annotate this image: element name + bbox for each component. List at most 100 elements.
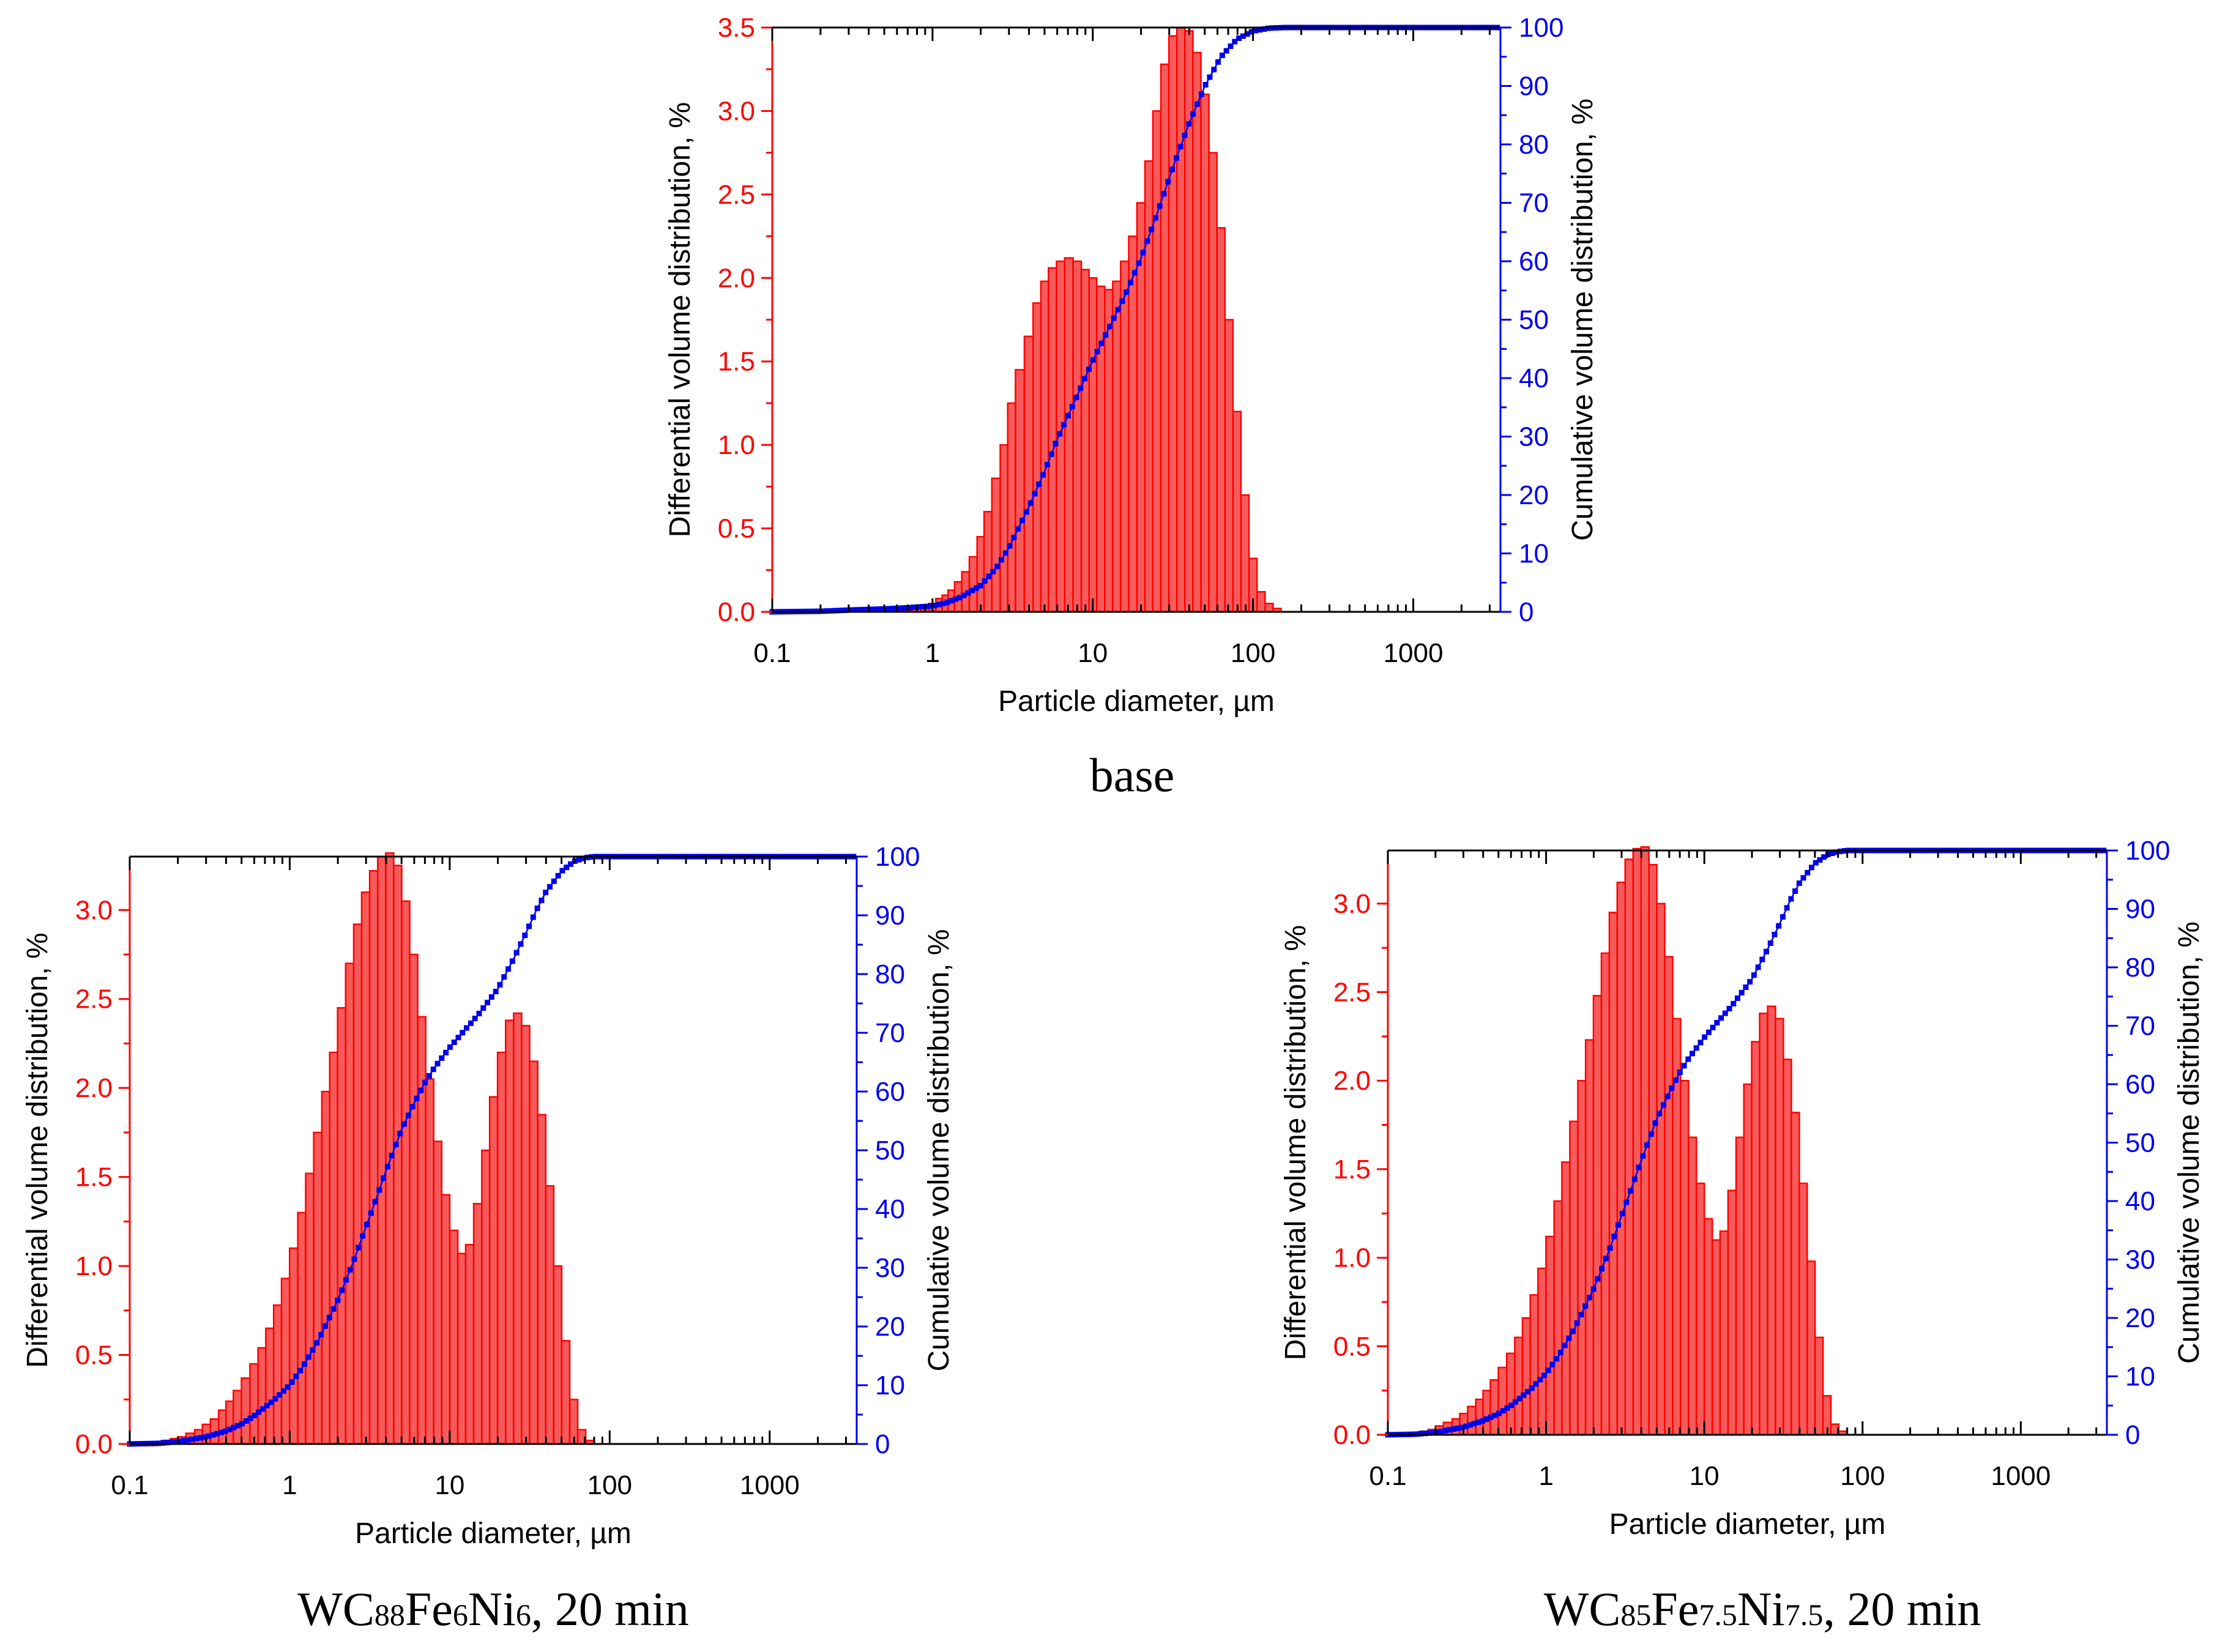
cumulative-marker-wc88-9 [164, 1440, 170, 1446]
bar-wc85-27 [1624, 858, 1634, 1436]
x-tick-label-wc88: 0.1 [111, 1470, 148, 1500]
cumulative-marker-wc85-27 [1496, 1410, 1502, 1416]
cumulative-marker-base-51 [982, 578, 988, 584]
cumulative-marker-wc85-79 [1710, 1024, 1716, 1030]
y2-tick-label-base: 30 [1519, 422, 1549, 452]
bar-wc85-11 [1497, 1366, 1508, 1436]
bar-wc85-40 [1727, 1189, 1737, 1436]
bar-wc88-10 [233, 1390, 242, 1445]
y2-tick-label-base: 40 [1519, 363, 1549, 393]
cumulative-marker-wc85-23 [1480, 1418, 1486, 1424]
cumulative-marker-base-54 [994, 564, 1001, 570]
cumulative-marker-wc85-94 [1772, 931, 1778, 937]
cumulative-marker-wc88-88 [493, 989, 499, 995]
cumulative-marker-base-19 [848, 607, 854, 613]
bar-base-23 [1032, 302, 1042, 613]
y-tick-label-wc88: 3.0 [75, 895, 113, 925]
bar-wc88-46 [521, 1025, 531, 1445]
cumulative-marker-base-64 [1036, 481, 1042, 487]
cumulative-marker-wc88-27 [239, 1421, 245, 1427]
bar-wc88-44 [505, 1019, 515, 1445]
bar-wc88-13 [257, 1347, 267, 1445]
cumulative-marker-base-108 [1219, 52, 1225, 58]
cumulative-marker-wc85-97 [1784, 905, 1790, 911]
cumulative-marker-base-92 [1152, 215, 1158, 221]
cumulative-marker-wc88-44 [310, 1347, 316, 1353]
cumulative-marker-wc88-49 [330, 1306, 337, 1312]
cumulative-marker-wc88-105 [564, 865, 570, 871]
cumulative-marker-base-87 [1131, 270, 1138, 276]
cumulative-marker-wc85-26 [1492, 1412, 1498, 1418]
bar-wc85-20 [1569, 1120, 1579, 1436]
bar-base-29 [1080, 269, 1090, 613]
bar-wc88-49 [545, 1185, 555, 1445]
y-tick-label-wc85: 0.5 [1333, 1331, 1371, 1361]
y2-tick-label-base: 100 [1519, 13, 1563, 43]
y-axis-title-base: Differential volume distribution, % [664, 102, 696, 537]
y2-tick-label-wc88: 90 [875, 901, 905, 931]
y2-tick-label-base: 60 [1519, 247, 1549, 277]
bar-base-49 [1240, 494, 1250, 613]
x-axis-title-wc88: Particle diameter, µm [355, 1517, 632, 1550]
bar-wc88-8 [218, 1409, 227, 1445]
caption-wc85-part-6: , 20 min [1823, 1582, 1981, 1635]
cumulative-marker-wc88-15 [189, 1436, 195, 1442]
cumulative-marker-wc88-36 [277, 1392, 283, 1398]
cumulative-marker-wc88-90 [501, 974, 507, 980]
x-tick-label-wc88: 1 [282, 1470, 297, 1500]
y2-tick-label-base: 90 [1519, 72, 1549, 102]
bar-wc88-50 [553, 1265, 563, 1445]
cumulative-marker-base-38 [928, 603, 934, 609]
cumulative-marker-wc85-54 [1607, 1245, 1613, 1251]
bar-wc85-39 [1719, 1230, 1729, 1436]
cumulative-marker-wc85-98 [1788, 896, 1794, 902]
y2-tick-label-base: 80 [1519, 130, 1549, 160]
cumulative-marker-wc85-48 [1582, 1303, 1589, 1309]
cumulative-marker-wc88-12 [177, 1438, 183, 1445]
cumulative-marker-wc88-73 [430, 1066, 436, 1073]
cumulative-marker-wc85-43 [1562, 1342, 1568, 1349]
cumulative-marker-base-34 [911, 605, 917, 611]
cumulative-marker-wc85-12 [1434, 1429, 1440, 1435]
cumulative-marker-wc85-78 [1705, 1029, 1712, 1035]
y-tick-label-base: 2.5 [718, 180, 755, 210]
cumulative-marker-wc88-87 [488, 994, 494, 1000]
cumulative-marker-base-22 [861, 606, 867, 612]
caption-wc88-part-3: 6 [452, 1598, 468, 1632]
cumulative-marker-wc88-57 [363, 1221, 370, 1227]
bar-base-17 [983, 511, 993, 613]
bar-wc85-29 [1640, 846, 1650, 1436]
y2-tick-label-wc85: 100 [2125, 836, 2170, 866]
y-tick-label-base: 1.0 [718, 430, 755, 460]
chart-wc88: 0.1 1 10 100 1000 0.0 0.5 1.0 1.5 2.0 2.5 3.0 0 10 20 3… [21, 842, 955, 1550]
cumulative-marker-base-97 [1173, 155, 1179, 161]
y2-tick-label-wc88: 50 [875, 1136, 905, 1166]
cumulative-marker-wc85-44 [1566, 1335, 1572, 1341]
bar-wc85-10 [1489, 1379, 1499, 1436]
bar-wc85-34 [1680, 1079, 1690, 1436]
cumulative-marker-wc85-9 [1422, 1431, 1428, 1437]
cumulative-marker-wc88-8 [160, 1440, 166, 1446]
bar-wc88-31 [401, 900, 411, 1445]
cumulative-marker-wc85-90 [1755, 964, 1761, 970]
cumulative-marker-base-77 [1090, 357, 1096, 363]
bar-base-34 [1120, 260, 1130, 613]
cumulative-marker-wc85-95 [1776, 923, 1782, 929]
cumulative-marker-wc85-36 [1533, 1381, 1539, 1387]
bar-wc85-16 [1537, 1267, 1547, 1436]
cumulative-marker-base-31 [898, 605, 904, 611]
cumulative-marker-base-45 [956, 595, 963, 601]
bar-wc85-26 [1616, 881, 1627, 1436]
bar-base-51 [1256, 591, 1266, 613]
bar-wc88-38 [457, 1252, 467, 1445]
y2-tick-label-wc88: 100 [875, 842, 920, 872]
cumulative-marker-wc88-52 [343, 1277, 349, 1283]
bar-wc85-36 [1695, 1182, 1705, 1436]
cumulative-marker-wc88-76 [443, 1049, 449, 1055]
bar-wc85-7 [1467, 1405, 1477, 1436]
cumulative-marker-wc85-55 [1611, 1233, 1617, 1240]
caption-wc88-part-1: 88 [374, 1598, 405, 1632]
cumulative-marker-wc88-40 [293, 1373, 299, 1379]
y2-tick-label-wc88: 0 [875, 1429, 890, 1459]
cumulative-marker-wc85-59 [1628, 1188, 1634, 1194]
